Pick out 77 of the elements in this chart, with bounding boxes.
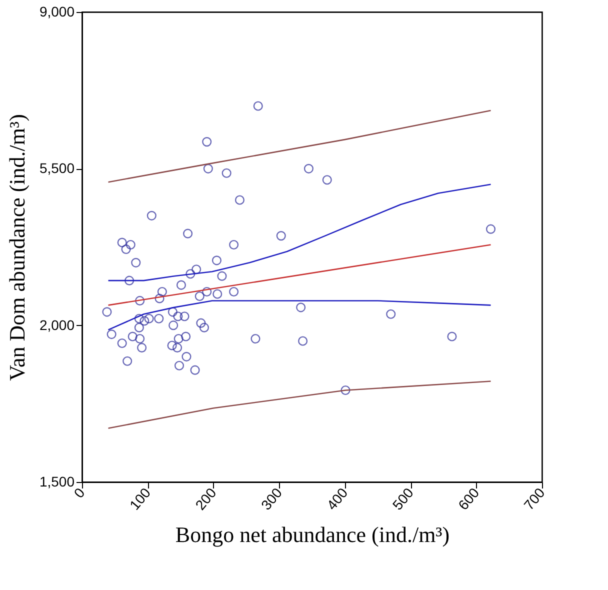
point <box>167 340 177 350</box>
point <box>202 286 212 297</box>
point <box>124 276 134 286</box>
point <box>168 320 178 330</box>
point <box>202 137 212 147</box>
point <box>131 258 141 268</box>
line-series <box>108 300 492 330</box>
point <box>250 334 260 344</box>
point <box>174 360 184 370</box>
point <box>212 256 222 266</box>
line-series <box>108 184 492 282</box>
x-tick-label: 100 <box>126 484 154 513</box>
point <box>296 302 306 312</box>
y-tick-label: 1,500 <box>39 474 75 490</box>
point <box>172 342 182 352</box>
point <box>340 385 350 396</box>
x-axis-title: Bongo net abundance (ind./m³) <box>175 522 450 547</box>
point <box>117 338 127 348</box>
point <box>117 238 127 248</box>
point <box>186 269 196 279</box>
y-tick-label: 9,000 <box>39 4 75 20</box>
point <box>298 336 308 346</box>
point <box>122 356 132 366</box>
point <box>212 289 222 299</box>
point <box>447 332 457 342</box>
point <box>194 291 204 302</box>
point <box>176 280 186 290</box>
x-tick-label: 400 <box>323 484 351 513</box>
point <box>128 332 138 342</box>
point <box>102 307 112 317</box>
point <box>181 332 191 342</box>
point <box>126 240 136 250</box>
x-tick-label: 500 <box>389 484 417 513</box>
point <box>146 210 156 220</box>
point <box>276 231 286 241</box>
point <box>199 322 210 332</box>
x-tick-label: 300 <box>258 484 286 513</box>
y-tick-label: 2,000 <box>39 316 75 333</box>
point <box>140 316 150 326</box>
point <box>234 195 244 205</box>
y-axis-title: Van Dom abundance (ind./m³) <box>4 114 30 381</box>
x-tick-label: 700 <box>520 484 548 513</box>
point <box>135 296 145 306</box>
point <box>134 322 144 332</box>
point <box>253 101 263 111</box>
point <box>486 224 496 234</box>
point <box>134 314 144 324</box>
point <box>121 244 131 254</box>
y-tick-label: 5,500 <box>39 160 75 176</box>
point <box>173 312 183 322</box>
point <box>154 314 164 324</box>
point <box>386 309 396 319</box>
point <box>196 318 206 328</box>
point <box>182 352 192 362</box>
point <box>157 286 167 297</box>
point <box>229 240 239 250</box>
x-tick-label: 600 <box>454 484 482 513</box>
point <box>192 264 202 274</box>
line-series <box>108 380 492 429</box>
point <box>137 342 147 352</box>
point <box>180 312 190 322</box>
point <box>168 307 178 317</box>
point <box>106 330 116 340</box>
point <box>222 168 232 178</box>
point <box>203 164 213 174</box>
point <box>304 164 314 174</box>
x-tick-label: 200 <box>192 484 220 513</box>
point <box>322 175 332 185</box>
line-series <box>108 110 492 183</box>
point <box>174 334 184 344</box>
point <box>229 286 239 297</box>
point <box>217 271 227 281</box>
point <box>183 228 193 238</box>
point <box>144 314 154 324</box>
point <box>190 365 200 375</box>
point <box>135 334 145 344</box>
point <box>154 294 164 304</box>
